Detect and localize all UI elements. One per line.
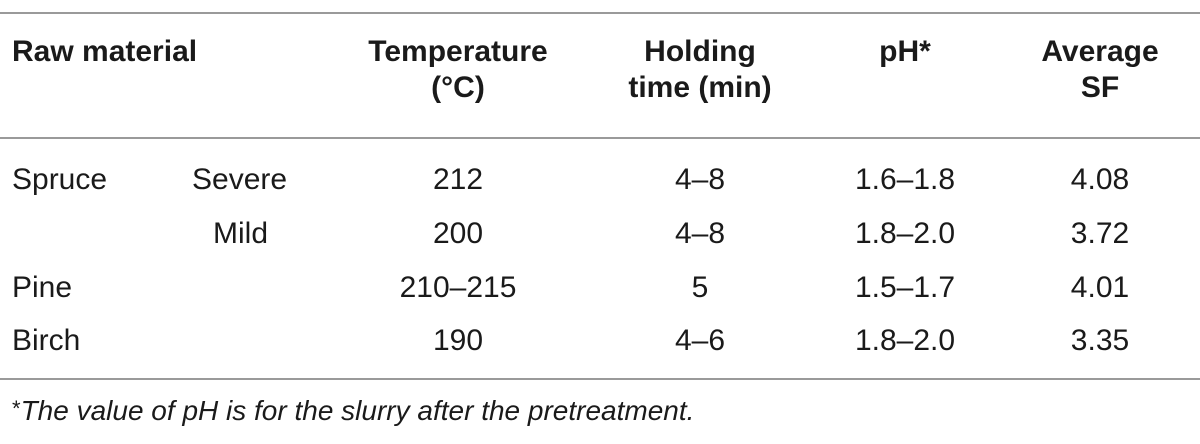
cell-material: Pine — [12, 271, 73, 304]
footnote-mark: * — [12, 396, 21, 421]
header-raw-material-label: Raw material — [12, 35, 198, 68]
cell-average-sf: 3.35 — [1070, 324, 1130, 357]
header-temperature-line1: Temperature — [368, 35, 548, 68]
header-raw-material: Raw material — [12, 34, 332, 70]
cell-temperature: 200 — [432, 217, 484, 250]
cell-condition: Mild — [213, 217, 269, 250]
table-bottom-rule — [0, 378, 1200, 380]
header-holding-line2: time (min) — [628, 71, 772, 104]
header-sf-line1: Average — [1041, 35, 1159, 68]
cell-temperature: 210–215 — [399, 271, 517, 304]
header-bottom-rule — [0, 137, 1200, 139]
cell-holding-time: 4–8 — [674, 217, 726, 250]
cell-temperature: 190 — [432, 324, 484, 357]
cell-material: Spruce — [12, 163, 108, 196]
cell-holding-time: 4–8 — [674, 163, 726, 196]
cell-ph: 1.5–1.7 — [854, 271, 956, 304]
header-ph: pH* — [820, 34, 990, 70]
cell-condition: Severe — [192, 163, 288, 196]
header-average-sf: Average SF — [1010, 34, 1190, 106]
header-holding-line1: Holding — [644, 35, 756, 68]
header-temperature-line2: (°C) — [431, 71, 485, 104]
cell-average-sf: 3.72 — [1070, 217, 1130, 250]
footnote-text: The value of pH is for the slurry after … — [20, 395, 695, 426]
cell-holding-time: 5 — [691, 271, 709, 304]
cell-average-sf: 4.08 — [1070, 163, 1130, 196]
header-temperature: Temperature (°C) — [338, 34, 578, 106]
table-row: Birch 190 4–6 1.8–2.0 3.35 — [0, 323, 1200, 375]
table-row: Spruce Severe 212 4–8 1.6–1.8 4.08 — [0, 162, 1200, 214]
table-footnote: *The value of pH is for the slurry after… — [12, 392, 694, 428]
table-row: Pine 210–215 5 1.5–1.7 4.01 — [0, 270, 1200, 322]
cell-ph: 1.8–2.0 — [854, 217, 956, 250]
cell-temperature: 212 — [432, 163, 484, 196]
table-row: Mild 200 4–8 1.8–2.0 3.72 — [0, 216, 1200, 268]
cell-holding-time: 4–6 — [674, 324, 726, 357]
header-holding-time: Holding time (min) — [590, 34, 810, 106]
cell-average-sf: 4.01 — [1070, 271, 1130, 304]
table-top-rule — [0, 12, 1200, 14]
header-sf-line2: SF — [1080, 71, 1120, 104]
header-ph-label: pH* — [879, 35, 931, 68]
cell-ph: 1.6–1.8 — [854, 163, 956, 196]
cell-ph: 1.8–2.0 — [854, 324, 956, 357]
cell-material: Birch — [12, 324, 81, 357]
